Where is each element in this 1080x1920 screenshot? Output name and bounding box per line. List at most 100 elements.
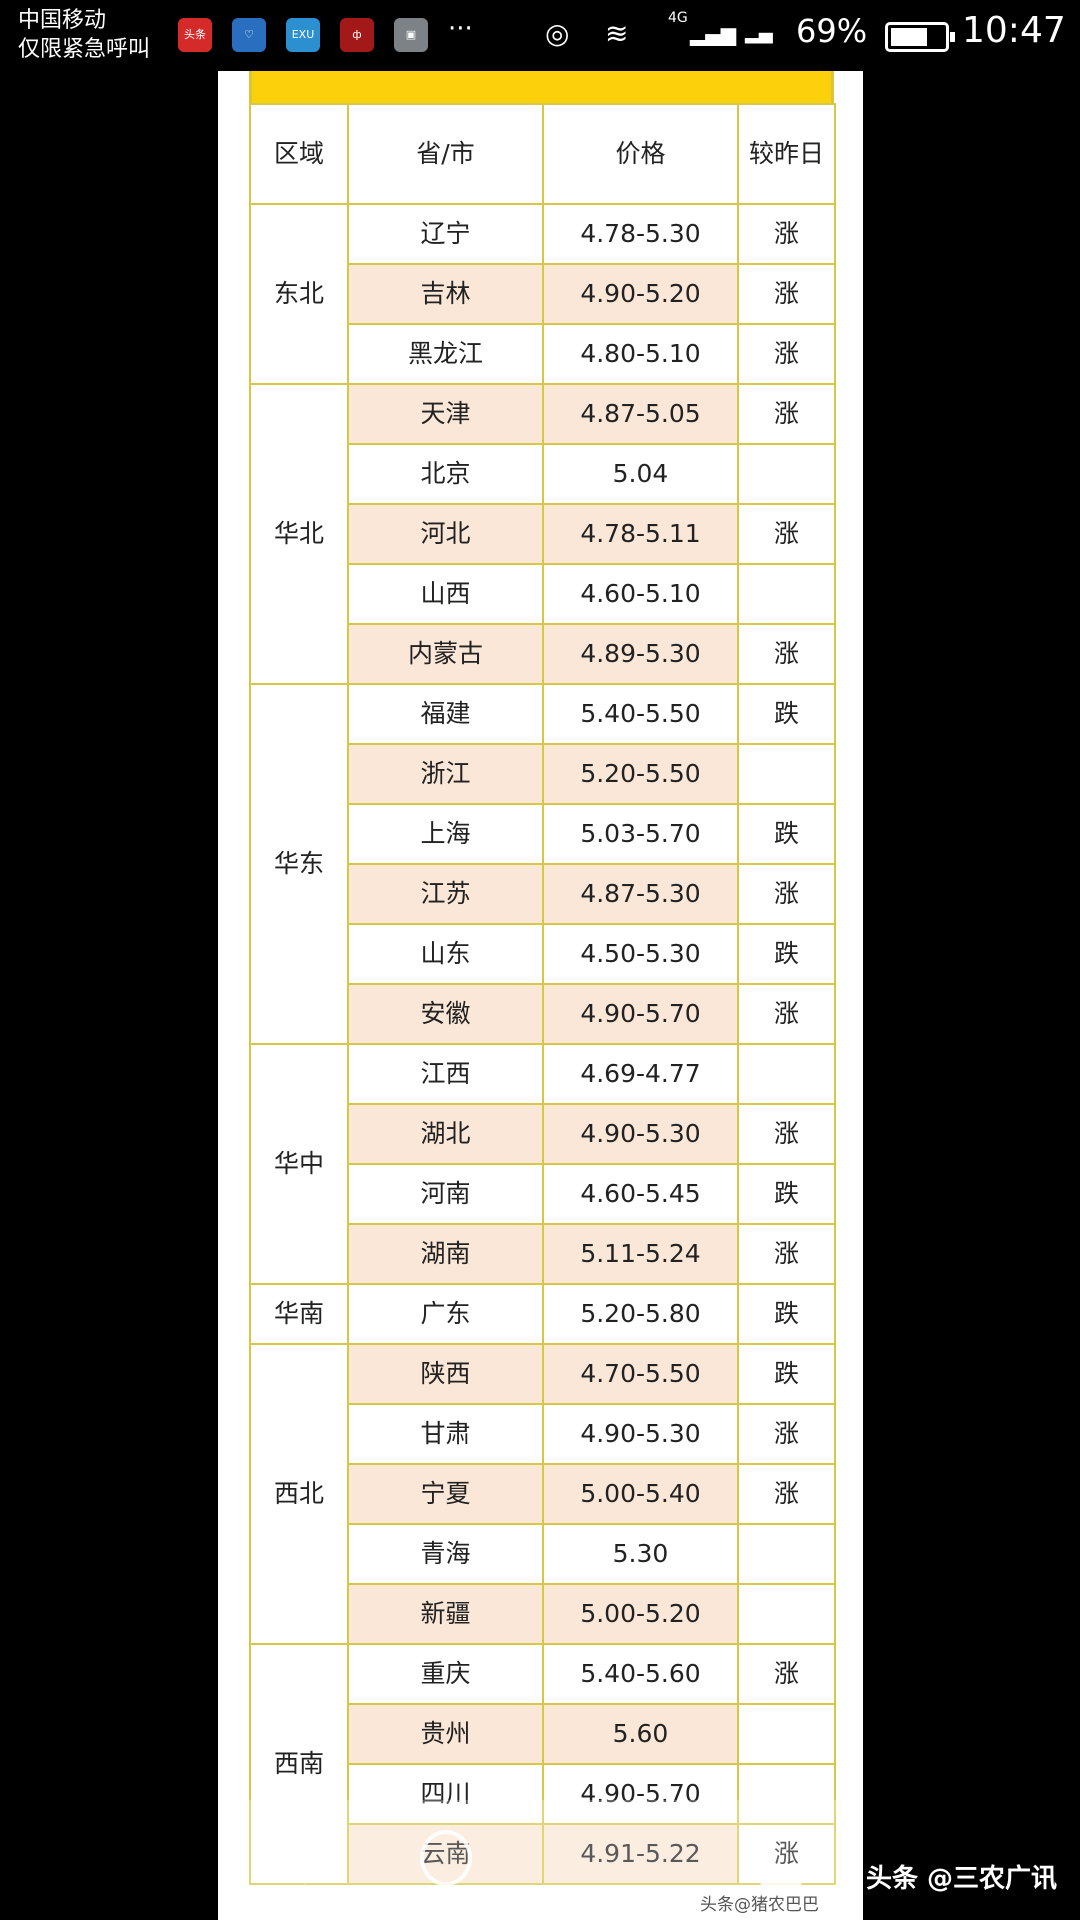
province-cell: 湖北 <box>347 1103 544 1165</box>
region-cell: 华东 <box>249 683 349 1045</box>
province-cell: 湖南 <box>347 1223 544 1285</box>
header-row: 区域 省/市 价格 较昨日 <box>249 103 836 205</box>
table-row: 华北 天津 4.87-5.05 涨 <box>249 383 836 685</box>
table-row: 新疆 5.00-5.20 <box>250 1583 836 1645</box>
province-cell: 河北 <box>347 503 544 565</box>
column-header: 较昨日 <box>737 103 836 205</box>
province-cell: 黑龙江 <box>347 323 544 385</box>
price-cell: 4.90-5.70 <box>542 983 739 1045</box>
change-cell: 涨 <box>737 623 836 685</box>
table-row: 甘肃 4.90-5.30 涨 <box>250 1403 836 1465</box>
price-cell: 4.90-5.20 <box>542 263 739 325</box>
weibo-icon: ф <box>340 18 374 52</box>
price-table: 区域 省/市 价格 较昨日 东北 辽宁 4.78-5.30 涨吉林 4.90-5.20 涨黑龙江 4… <box>249 103 836 1885</box>
table-row: 贵州 5.60 <box>250 1703 836 1765</box>
price-cell: 5.40-5.50 <box>542 683 739 745</box>
price-cell: 5.00-5.40 <box>542 1463 739 1525</box>
column-header: 价格 <box>542 103 739 205</box>
price-cell: 4.90-5.70 <box>542 1763 739 1825</box>
clock: 10:47 <box>962 10 1066 51</box>
table-row: 四川 4.90-5.70 <box>250 1763 836 1825</box>
province-cell: 江西 <box>347 1043 544 1105</box>
table-row: 华中 江西 4.69-4.77 <box>249 1043 836 1285</box>
more-notifications-icon: ··· <box>448 14 473 44</box>
exu-icon: EXU <box>286 18 320 52</box>
change-cell <box>737 743 836 805</box>
author-watermark: 头条 @三农广讯 <box>866 1864 1058 1894</box>
column-header: 省/市 <box>347 103 544 205</box>
province-cell: 云南 <box>347 1823 544 1885</box>
emergency-only: 仅限紧急呼叫 <box>18 37 151 62</box>
change-cell: 涨 <box>737 1223 836 1285</box>
price-cell: 4.78-5.11 <box>542 503 739 565</box>
change-cell: 跌 <box>737 1343 836 1405</box>
price-cell: 5.60 <box>542 1703 739 1765</box>
toutiao-icon: 头条 <box>178 18 212 52</box>
wifi-icon: ≋ <box>605 17 629 50</box>
price-cell: 4.60-5.10 <box>542 563 739 625</box>
price-cell: 4.90-5.30 <box>542 1403 739 1465</box>
table-title-bar <box>249 71 834 103</box>
price-cell: 4.87-5.30 <box>542 863 739 925</box>
province-cell: 青海 <box>347 1523 544 1585</box>
table-row: 上海 5.03-5.70 跌 <box>250 803 836 865</box>
region-cell: 华中 <box>249 1043 349 1285</box>
change-cell: 跌 <box>737 1283 836 1345</box>
eye-comfort-icon: ◎ <box>545 17 570 50</box>
price-cell: 4.69-4.77 <box>542 1043 739 1105</box>
province-cell: 北京 <box>347 443 544 505</box>
price-cell: 5.40-5.60 <box>542 1643 739 1705</box>
province-cell: 江苏 <box>347 863 544 925</box>
table-row: 北京 5.04 <box>250 443 836 505</box>
health-icon: ♡ <box>232 18 266 52</box>
table-row: 湖北 4.90-5.30 涨 <box>250 1103 836 1165</box>
table-row: 河北 4.78-5.11 涨 <box>250 503 836 565</box>
province-cell: 上海 <box>347 803 544 865</box>
price-cell: 5.20-5.50 <box>542 743 739 805</box>
change-cell: 跌 <box>737 803 836 865</box>
change-cell <box>737 443 836 505</box>
province-cell: 山东 <box>347 923 544 985</box>
change-cell: 涨 <box>737 1403 836 1465</box>
price-cell: 5.30 <box>542 1523 739 1585</box>
table-row: 山东 4.50-5.30 跌 <box>250 923 836 985</box>
change-cell: 涨 <box>737 863 836 925</box>
province-cell: 宁夏 <box>347 1463 544 1525</box>
change-cell: 跌 <box>737 683 836 745</box>
province-cell: 安徽 <box>347 983 544 1045</box>
price-cell: 5.00-5.20 <box>542 1583 739 1645</box>
change-cell: 跌 <box>737 1163 836 1225</box>
price-cell: 5.20-5.80 <box>542 1283 739 1345</box>
price-cell: 4.60-5.45 <box>542 1163 739 1225</box>
price-cell: 5.03-5.70 <box>542 803 739 865</box>
price-cell: 4.89-5.30 <box>542 623 739 685</box>
change-cell: 涨 <box>737 383 836 445</box>
table-row: 华东 福建 5.40-5.50 跌 <box>249 683 836 1045</box>
change-cell: 涨 <box>737 203 836 265</box>
table-row: 青海 5.30 <box>250 1523 836 1585</box>
change-cell: 涨 <box>737 1823 836 1885</box>
province-cell: 陕西 <box>347 1343 544 1405</box>
price-cell: 4.87-5.05 <box>542 383 739 445</box>
table-row: 西北 陕西 4.70-5.50 跌 <box>249 1343 836 1645</box>
table-row: 黑龙江 4.80-5.10 涨 <box>250 323 836 385</box>
change-cell: 涨 <box>737 983 836 1045</box>
table-row: 东北 辽宁 4.78-5.30 涨 <box>249 203 836 385</box>
price-cell: 4.50-5.30 <box>542 923 739 985</box>
source-watermark: 头条@猪农巴巴 <box>700 1895 819 1915</box>
region-cell: 西南 <box>249 1643 349 1885</box>
province-cell: 天津 <box>347 383 544 445</box>
change-cell: 涨 <box>737 323 836 385</box>
change-cell: 涨 <box>737 1463 836 1525</box>
table-row: 山西 4.60-5.10 <box>250 563 836 625</box>
province-cell: 山西 <box>347 563 544 625</box>
province-cell: 福建 <box>347 683 544 745</box>
province-cell: 新疆 <box>347 1583 544 1645</box>
table-row: 湖南 5.11-5.24 涨 <box>250 1223 836 1285</box>
price-cell: 4.91-5.22 <box>542 1823 739 1885</box>
change-cell: 涨 <box>737 1643 836 1705</box>
region-cell: 华南 <box>249 1283 349 1345</box>
price-cell: 4.90-5.30 <box>542 1103 739 1165</box>
price-cell: 5.04 <box>542 443 739 505</box>
change-cell <box>737 1703 836 1765</box>
